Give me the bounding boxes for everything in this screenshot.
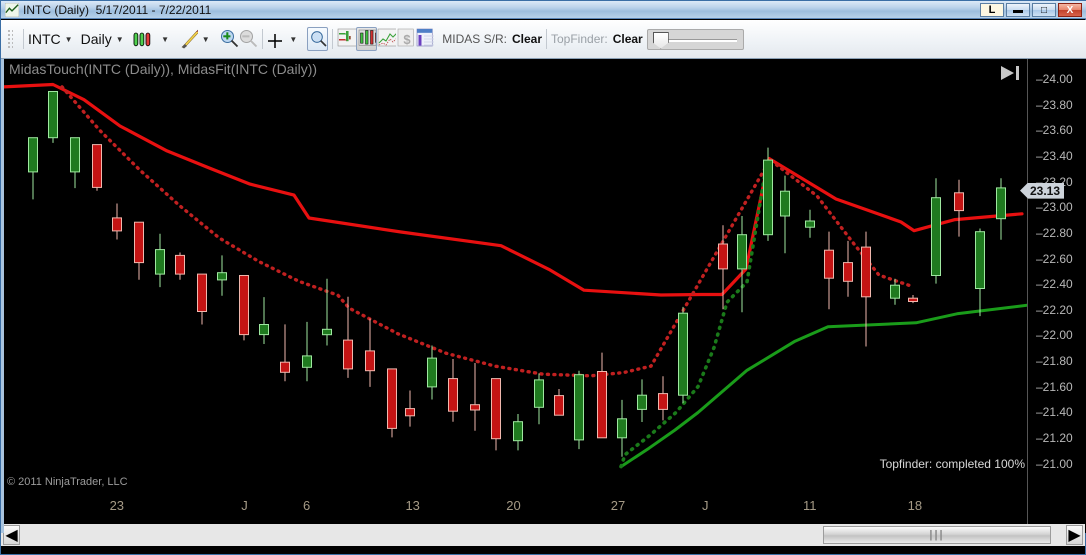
svg-text:$: $: [404, 32, 412, 47]
